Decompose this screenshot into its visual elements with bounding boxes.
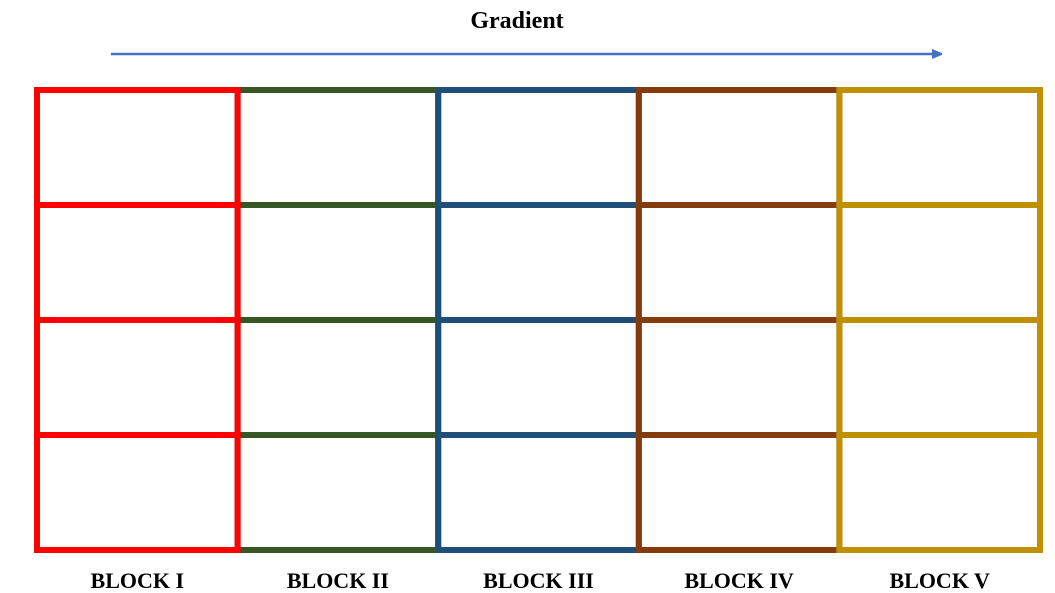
block-cell [34, 87, 241, 208]
block-grid [34, 87, 1044, 553]
block-cell [435, 202, 642, 323]
diagram-title: Gradient [470, 8, 563, 34]
block-cell [34, 432, 241, 553]
block-cell [635, 202, 843, 323]
block-cell [435, 87, 642, 208]
block-cell [234, 202, 442, 323]
block-cell [635, 87, 843, 208]
block-cell [836, 87, 1044, 208]
block-cell [34, 202, 241, 323]
block-cell [836, 202, 1044, 323]
block-label-4: BLOCK IV [684, 568, 794, 593]
block-cell [34, 317, 241, 438]
block-cell [635, 317, 843, 438]
block-cell [234, 317, 442, 438]
block-cell [836, 317, 1044, 438]
block-cell [635, 432, 843, 553]
block-column-4 [635, 87, 843, 553]
block-cell [435, 317, 642, 438]
block-labels: BLOCK I BLOCK II BLOCK III BLOCK IV BLOCK V [91, 568, 991, 593]
block-cell [836, 432, 1044, 553]
block-column-2 [234, 87, 442, 553]
block-cell [234, 432, 442, 553]
block-label-5: BLOCK V [889, 568, 990, 593]
block-label-1: BLOCK I [91, 568, 185, 593]
block-cell [234, 87, 442, 208]
block-column-3 [435, 87, 642, 553]
block-label-3: BLOCK III [483, 568, 594, 593]
block-cell [435, 432, 642, 553]
block-column-1 [34, 87, 241, 553]
block-label-2: BLOCK II [287, 568, 389, 593]
block-column-5 [836, 87, 1044, 553]
